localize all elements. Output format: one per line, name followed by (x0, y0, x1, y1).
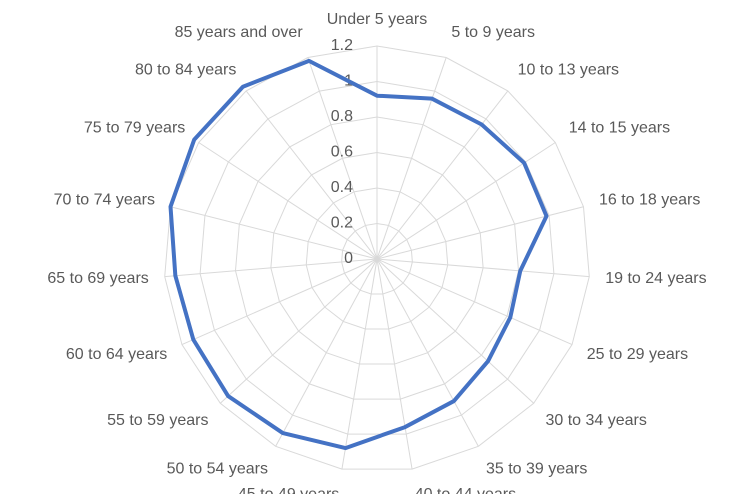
grid-ring (270, 151, 484, 365)
spoke (376, 90, 509, 260)
category-label: 16 to 18 years (599, 192, 700, 209)
category-label: 75 to 79 years (84, 119, 185, 136)
category-label: 14 to 15 years (569, 119, 670, 136)
spoke (198, 142, 378, 260)
spoke (219, 258, 378, 404)
radar-line (168, 58, 549, 451)
spoke (376, 142, 556, 260)
r-tick-label: 0 (344, 250, 353, 267)
category-label: 30 to 34 years (545, 412, 646, 429)
spoke (275, 258, 378, 447)
spoke (376, 258, 479, 447)
category-label: 55 to 59 years (107, 412, 208, 429)
r-tick-label: 1.2 (331, 37, 353, 54)
category-label: 60 to 64 years (66, 346, 167, 363)
spoke (376, 258, 413, 470)
spoke (170, 206, 378, 260)
grid-ring (305, 187, 449, 330)
category-label: 50 to 54 years (167, 460, 268, 477)
category-label: 40 to 44 years (415, 486, 516, 494)
grid-ring (341, 222, 413, 295)
r-tick-label: 0.6 (331, 144, 353, 161)
category-label: 25 to 29 years (587, 346, 688, 363)
category-label: 35 to 39 years (486, 460, 587, 477)
category-label: Under 5 years (327, 11, 428, 28)
r-tick-label: 0.8 (331, 108, 353, 125)
category-label: 45 to 49 years (238, 486, 339, 494)
spoke (376, 206, 584, 260)
spoke (376, 57, 447, 260)
category-label: 19 to 24 years (605, 270, 706, 287)
category-label: 65 to 69 years (47, 270, 148, 287)
r-tick-label: 0.4 (331, 179, 353, 196)
spoke (376, 258, 590, 278)
category-label: 80 to 84 years (135, 62, 236, 79)
spoke (307, 57, 378, 260)
spoke (181, 258, 378, 346)
r-tick-label: 0.2 (331, 215, 353, 232)
spoke (245, 90, 378, 260)
spoke (376, 258, 535, 404)
spoke (164, 258, 378, 278)
category-label: 70 to 74 years (54, 192, 155, 209)
spoke (341, 258, 378, 470)
spoke (376, 258, 573, 346)
category-label: 85 years and over (175, 24, 304, 41)
grid-ring (164, 45, 590, 470)
category-label: 5 to 9 years (451, 24, 535, 41)
category-label: 10 to 13 years (518, 62, 619, 79)
grid-ring (234, 116, 520, 400)
